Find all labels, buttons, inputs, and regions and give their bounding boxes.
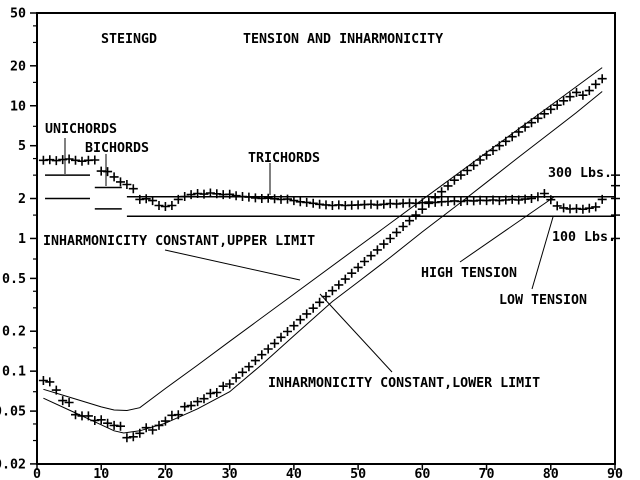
y-axis-tick-label: 0.02	[0, 457, 26, 472]
high-tension-leader	[459, 196, 555, 263]
x-axis-tick-label: 20	[157, 467, 173, 480]
inharmonicity-constant-lower-limit-line	[43, 91, 603, 434]
x-axis-tick-label: 40	[286, 467, 302, 480]
x-axis-tick-label: 0	[33, 467, 41, 480]
lower-limit-leader	[319, 293, 393, 373]
x-axis-tick-label: 90	[607, 467, 623, 480]
unichords-label: UNICHORDS	[45, 122, 117, 137]
upper-limit-leader	[164, 249, 301, 281]
low-tension-leader	[531, 216, 554, 290]
x-axis-tick-label: 10	[93, 467, 109, 480]
x-axis-tick-label: 50	[350, 467, 366, 480]
y-axis-tick-label: 10	[10, 99, 26, 114]
y-axis-tick-label: 0.1	[2, 365, 26, 380]
low-tension-label: LOW TENSION	[499, 293, 587, 308]
y-axis-tick-label: 50	[10, 7, 26, 22]
chart-title: TENSION AND INHARMONICITY	[243, 32, 443, 47]
upper-limit-label: INHARMONICITY CONSTANT,UPPER LIMIT	[43, 234, 315, 249]
y-axis-tick-label: 5	[18, 139, 26, 154]
high-tension-label: HIGH TENSION	[421, 266, 517, 281]
y-axis-tick-label: 2	[18, 192, 26, 207]
lower-limit-label: INHARMONICITY CONSTANT,LOWER LIMIT	[268, 376, 540, 391]
trichords-label: TRICHORDS	[248, 151, 320, 166]
y-axis-tick-label: 20	[10, 59, 26, 74]
x-axis-tick-label: 60	[414, 467, 430, 480]
y-axis-tick-label: 1	[18, 232, 26, 247]
tension-markers	[38, 154, 607, 214]
y-axis-tick-label: 0.05	[0, 405, 26, 420]
100-lbs-label: 100 Lbs.	[552, 230, 616, 245]
bichords-label: BICHORDS	[85, 141, 149, 156]
program-title: STEINGD	[101, 32, 157, 47]
chart-generated-content: 50 20 10 5 2 1 0.5 0.2 0.1 0.05 0.02 0 10 20 30 40 50 60 7…	[0, 7, 623, 480]
x-axis-tick-label: 30	[222, 467, 238, 480]
y-axis-tick-label: 0.2	[2, 325, 26, 340]
y-axis-tick-label: 0.5	[2, 272, 26, 287]
x-axis-tick-label: 80	[543, 467, 559, 480]
x-axis-tick-label: 70	[479, 467, 495, 480]
inharmonicity-markers	[38, 74, 607, 443]
300-lbs-label: 300 Lbs.	[548, 166, 612, 181]
